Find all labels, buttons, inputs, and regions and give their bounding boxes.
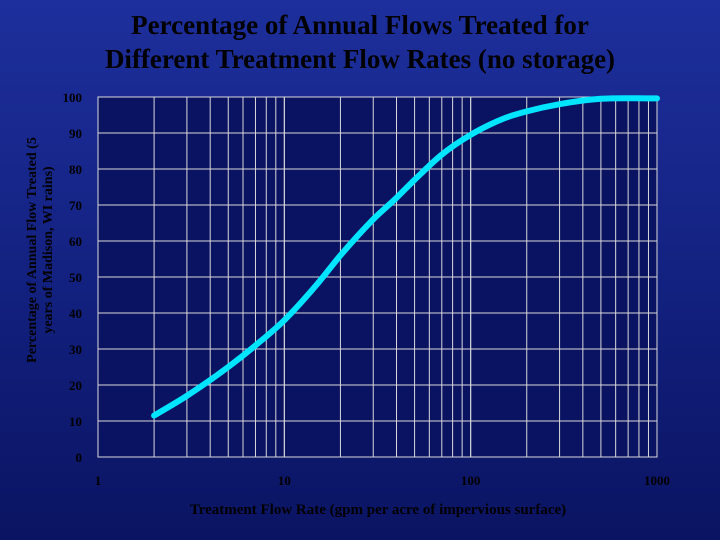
- y-tick-label: 30: [69, 342, 82, 357]
- x-tick-label: 100: [461, 473, 481, 488]
- x-tick-label: 1000: [644, 473, 670, 488]
- chart-title-line-1: Percentage of Annual Flows Treated for: [131, 10, 589, 40]
- series-line: [151, 95, 660, 419]
- x-axis-label: Treatment Flow Rate (gpm per acre of imp…: [189, 502, 567, 518]
- plot-border: [97, 96, 658, 458]
- y-tick-label: 60: [69, 234, 82, 249]
- y-tick-label: 90: [69, 126, 82, 141]
- y-tick-label: 100: [63, 90, 83, 105]
- y-tick-label: 40: [69, 306, 82, 321]
- chart-title-line-2: Different Treatment Flow Rates (no stora…: [104, 44, 616, 74]
- y-tick-label: 80: [69, 162, 82, 177]
- y-tick-label: 70: [69, 198, 82, 213]
- y-tick-label: 50: [69, 270, 82, 285]
- y-tick-label: 10: [69, 414, 82, 429]
- x-tick-label: 1: [95, 473, 102, 488]
- y-tick-label: 20: [69, 378, 82, 393]
- y-tick-label: 0: [76, 450, 83, 465]
- chart-title: Percentage of Annual Flows Treated for D…: [0, 8, 720, 76]
- x-tick-label: 10: [278, 473, 291, 488]
